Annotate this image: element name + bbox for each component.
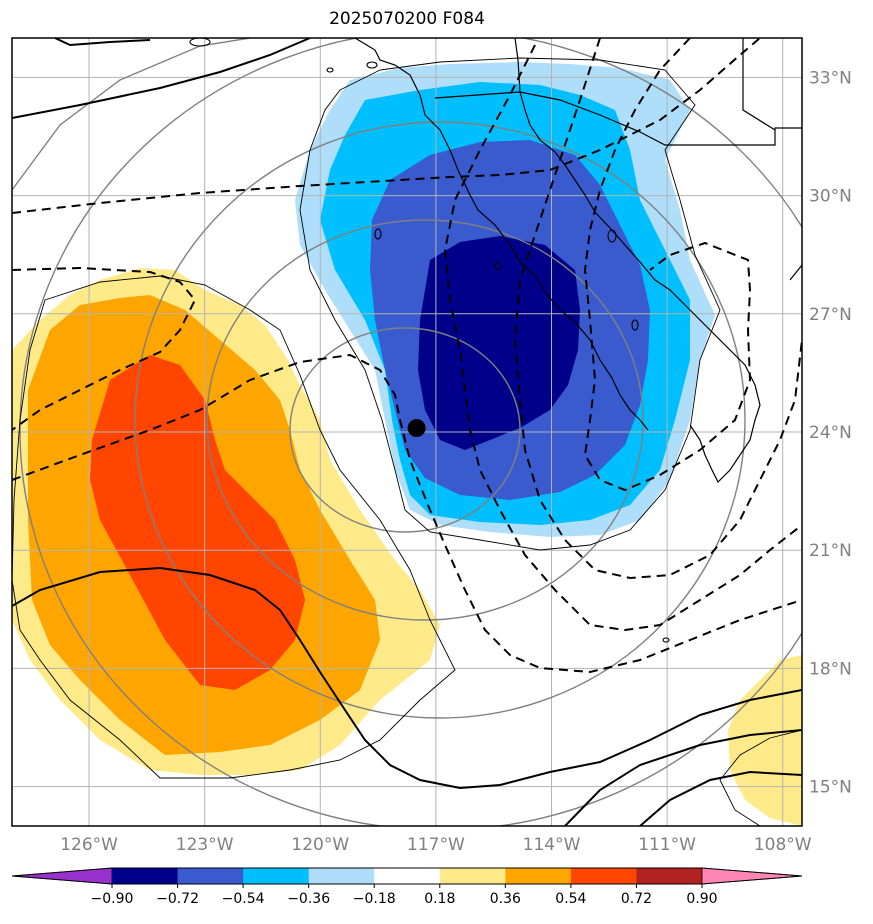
lat-tick-label-2: 21°N <box>809 541 852 561</box>
map-title: 2025070200 F084 <box>329 9 485 29</box>
island-1 <box>326 67 334 73</box>
lon-tick-label-0: 126°W <box>60 835 118 855</box>
lat-tick-label-0: 15°N <box>809 778 852 798</box>
solid-contour-north-2 <box>54 38 151 47</box>
solid-contour-se-2 <box>639 770 802 826</box>
thin-contour-southeast <box>719 729 802 826</box>
colorbar-swatch-8 <box>570 868 637 884</box>
colorbar-extend-high <box>701 867 803 885</box>
solid-contour-south <box>12 566 802 790</box>
island-3 <box>374 228 382 240</box>
grey-contour-4 <box>19 38 802 826</box>
coastline-gulf-of-california <box>519 91 761 421</box>
colorbar-swatch-2 <box>177 868 244 884</box>
lon-tick-label-1: 123°W <box>176 835 234 855</box>
colorbar-tick-label-8: 0.72 <box>621 891 652 907</box>
gridlines <box>12 38 802 826</box>
thin-contour-east <box>299 57 721 551</box>
state-border-3 <box>789 264 802 281</box>
negative-anomaly-region <box>295 62 715 537</box>
colorbar-tick-label-0: −0.90 <box>91 891 134 907</box>
thin-contours <box>12 57 802 826</box>
lon-tick-label-4: 114°W <box>523 835 581 855</box>
colorbar-swatch-1 <box>112 868 179 884</box>
colorbar-swatch-6 <box>439 868 506 884</box>
lat-tick-label-1: 18°N <box>809 659 852 679</box>
lat-tick-label-6: 33°N <box>809 68 852 88</box>
grey-contour-2 <box>206 219 644 621</box>
lat-tick-label-4: 27°N <box>809 305 852 325</box>
thin-contour-west <box>12 275 456 779</box>
colorbar-swatch-3 <box>243 868 310 884</box>
lat-tick-label-3: 24°N <box>809 423 852 443</box>
plot-frame <box>11 37 803 827</box>
colorbar-tick-label-5: 0.18 <box>424 891 455 907</box>
coastline-california <box>354 38 649 431</box>
island-5 <box>607 229 617 243</box>
colorbar-tick-label-7: 0.54 <box>555 891 586 907</box>
island-6 <box>631 319 639 331</box>
colorbar-tick-label-2: −0.54 <box>222 891 265 907</box>
colorbar-tick-label-3: −0.36 <box>287 891 330 907</box>
solid-contour-se-1 <box>564 729 802 826</box>
coastline-mainland-mexico <box>689 419 756 484</box>
positive-anomaly-region <box>12 268 440 775</box>
plot-area <box>12 38 802 826</box>
island-8 <box>189 38 211 47</box>
solid-contours <box>12 38 802 826</box>
lon-tick-label-5: 111°W <box>638 835 696 855</box>
colorbar-swatch-9 <box>636 868 703 884</box>
colorbar-tick-label-9: 0.90 <box>686 891 717 907</box>
solid-contour-north <box>12 38 311 119</box>
island-7 <box>662 637 670 643</box>
colorbar-swatch-5 <box>374 868 441 884</box>
state-border-1 <box>514 38 521 93</box>
island-4 <box>494 261 502 271</box>
longitude-axis: 126°W 123°W 120°W 117°W 114°W 111°W 108°W <box>60 835 812 855</box>
grey-contour-1 <box>289 327 521 533</box>
island-2 <box>366 61 378 69</box>
storm-center-marker <box>407 419 426 438</box>
lat-tick-label-5: 30°N <box>809 187 852 207</box>
negative-anomaly-0.72 <box>418 236 580 450</box>
state-border-2 <box>742 38 776 131</box>
grey-contours <box>12 38 802 826</box>
positive-anomaly-0.54 <box>90 355 305 690</box>
islands <box>189 38 670 643</box>
dashed-contour-2 <box>12 266 197 431</box>
colorbar-extend-low <box>11 867 113 885</box>
colorbar-tick-label-4: −0.18 <box>353 891 396 907</box>
dashed-contour-1 <box>12 38 761 214</box>
grey-contour-5 <box>12 38 251 191</box>
colorbar-tick-label-6: 0.36 <box>490 891 521 907</box>
dashed-contours <box>12 38 802 674</box>
us-mexico-border <box>434 91 802 146</box>
dashed-contour-4 <box>443 44 802 632</box>
coastline <box>354 38 802 484</box>
latitude-axis: 15°N 18°N 21°N 24°N 27°N 30°N 33°N <box>809 68 852 797</box>
lon-tick-label-3: 117°W <box>407 835 465 855</box>
colorbar: −0.90 −0.72 −0.54 −0.36 −0.18 0.18 0.36 0.54 0.7… <box>11 867 803 907</box>
colorbar-swatch-7 <box>505 868 572 884</box>
lon-tick-label-2: 120°W <box>291 835 349 855</box>
dashed-contour-3 <box>12 353 802 674</box>
lon-tick-label-6: 108°W <box>754 835 812 855</box>
colorbar-swatch-4 <box>308 868 375 884</box>
colorbar-tick-label-1: −0.72 <box>156 891 199 907</box>
grey-contour-3 <box>134 121 746 719</box>
